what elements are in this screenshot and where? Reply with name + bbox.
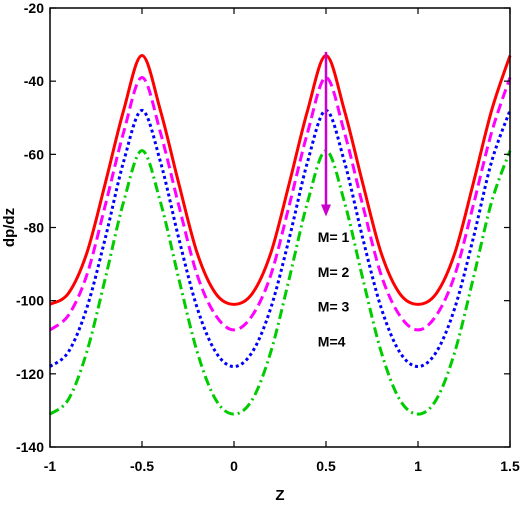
series-line-1: [49, 54, 512, 306]
axis-ticks-group: -1 -0.5 0 0.5 1 1.5 -140 -120 -100 -80 -60 -40 -20: [16, 0, 520, 474]
annotation-group: M= 1 M= 2 M= 3 M=4: [318, 51, 350, 349]
y-tick-label: -40: [24, 73, 44, 89]
annotation-label: M= 3: [318, 299, 350, 315]
annotation-label: M= 2: [318, 264, 350, 280]
y-tick-label: -60: [24, 146, 44, 162]
series-line-2: [49, 76, 512, 332]
x-tick-label: -1: [44, 458, 57, 474]
y-tick-label: -100: [16, 293, 44, 309]
y-axis-label: dp/dz: [1, 208, 18, 247]
plot-frame: [49, 7, 511, 448]
y-tick-label: -20: [24, 0, 44, 16]
x-tick-label: 1.5: [500, 458, 520, 474]
series-group: [49, 54, 512, 416]
annotation-label: M=4: [318, 333, 346, 349]
y-tick-label: -140: [16, 439, 44, 455]
annotation-label: M= 1: [318, 229, 350, 245]
x-axis-label: Z: [275, 487, 284, 504]
series-line-4: [49, 149, 512, 416]
x-tick-label: 1: [414, 458, 422, 474]
x-tick-label: -0.5: [130, 458, 154, 474]
y-tick-label: -120: [16, 366, 44, 382]
x-tick-label: 0: [230, 458, 238, 474]
x-tick-label: 0.5: [316, 458, 336, 474]
y-tick-label: -80: [24, 220, 44, 236]
series-line-3: [49, 108, 512, 369]
annotation-arrow-head: [321, 204, 331, 217]
